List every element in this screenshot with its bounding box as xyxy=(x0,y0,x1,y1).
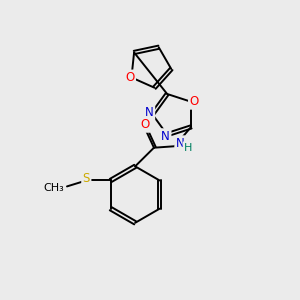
Text: S: S xyxy=(82,172,90,184)
Text: O: O xyxy=(140,118,150,131)
Text: CH₃: CH₃ xyxy=(44,183,64,193)
Text: O: O xyxy=(189,95,199,108)
Text: N: N xyxy=(161,130,170,143)
Text: N: N xyxy=(176,137,184,150)
Text: H: H xyxy=(184,143,192,153)
Text: O: O xyxy=(125,71,135,84)
Text: N: N xyxy=(145,106,154,119)
